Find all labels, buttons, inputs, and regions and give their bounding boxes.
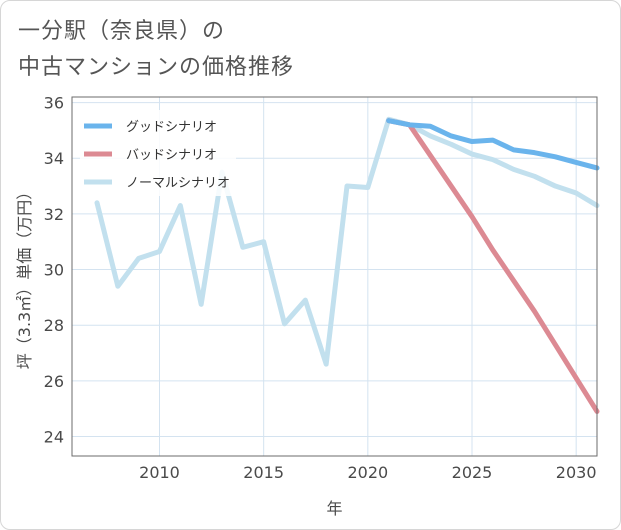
- y-tick-label: 32: [44, 205, 64, 224]
- y-tick-label: 36: [44, 94, 64, 113]
- legend-label-normal: ノーマルシナリオ: [126, 176, 230, 191]
- series-line-normal: [94, 116, 600, 367]
- y-tick-label: 24: [44, 428, 64, 447]
- x-tick-label: 2020: [347, 463, 388, 482]
- legend-label-good: グッドシナリオ: [126, 120, 217, 135]
- x-axis-label: 年: [326, 499, 342, 518]
- series-layer: [94, 116, 600, 414]
- series-line-bad: [386, 118, 600, 414]
- x-tick-label: 2015: [243, 463, 284, 482]
- legend-label-bad: バッドシナリオ: [126, 148, 217, 163]
- y-tick-label: 26: [44, 372, 64, 391]
- x-tick-label: 2030: [556, 463, 597, 482]
- axis-layer: 24 26 28 30 32 34 36 2010 2015 2020 2025 2030: [44, 94, 598, 482]
- chart-title-line1: 一分駅（奈良県）の: [18, 19, 226, 44]
- y-tick-label: 30: [44, 261, 64, 280]
- chart-title: 一分駅（奈良県）の 中古マンションの価格推移: [18, 14, 294, 86]
- y-axis-label: 坪（3.3㎡）単価（万円）: [15, 184, 34, 369]
- y-tick-label: 28: [44, 316, 64, 335]
- plot-area: [71, 96, 598, 457]
- y-tick-label: 34: [44, 149, 64, 168]
- x-tick-label: 2010: [139, 463, 180, 482]
- series-line-good: [386, 118, 600, 171]
- x-tick-label: 2025: [452, 463, 493, 482]
- chart-title-line2: 中古マンションの価格推移: [18, 55, 295, 80]
